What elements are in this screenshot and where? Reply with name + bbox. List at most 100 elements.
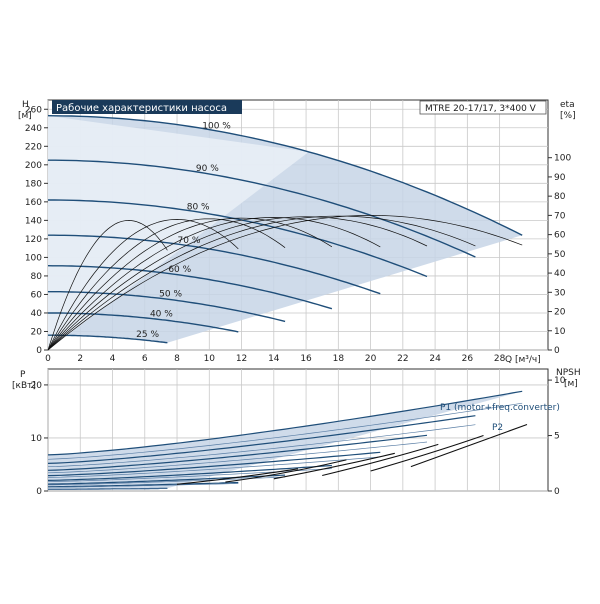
h-tick-label: 180	[25, 179, 42, 189]
q-tick-label: 26	[462, 354, 474, 364]
hq-curve	[48, 334, 168, 344]
h-tick-label: 240	[25, 124, 42, 134]
q-tick-label: 6	[142, 354, 148, 364]
hq-curve	[47, 265, 333, 310]
eta-curve	[47, 218, 286, 351]
npsh-curves	[176, 423, 528, 485]
eta-curve	[47, 219, 239, 351]
hq-curve	[48, 291, 286, 323]
model-box	[419, 100, 547, 115]
eta-curve	[47, 220, 168, 351]
npsh-tick-label: 10	[554, 376, 566, 386]
q-tick-label: 28	[494, 354, 506, 364]
lower-plot-area: 0 10 20 0 5 10	[31, 368, 566, 497]
h-tick-label: 260	[25, 105, 42, 115]
p2-curve	[48, 488, 168, 490]
npsh-curve	[410, 423, 528, 468]
q-tick-label: 10	[204, 354, 216, 364]
h-tick-label: 0	[36, 346, 42, 356]
h-tick-label: 60	[31, 290, 43, 300]
p-axis-label: P	[20, 370, 26, 380]
eta-tick-label: 50	[554, 250, 566, 260]
hq-curve	[48, 159, 476, 258]
eta-axis-unit: [%]	[560, 111, 576, 121]
npsh-curve	[225, 459, 347, 483]
efficiency-curves	[47, 215, 523, 351]
eta-axis-label: eta	[560, 100, 575, 110]
p-axis-unit: [кВт]	[12, 381, 36, 391]
speed-label: 60 %	[168, 265, 191, 275]
chart-title: Рабочие характеристики насоса	[56, 103, 227, 114]
speed-label: 100 %	[202, 121, 231, 131]
q-tick-label: 2	[77, 354, 83, 364]
q-tick-label: 14	[268, 354, 280, 364]
eta-curve	[47, 215, 476, 351]
p1-curve	[47, 390, 523, 456]
lower-axis-ticks: 0 10 20 0 5 10	[31, 376, 566, 497]
upper-axis-ticks: 0 2 4 6 8 10 12 14 16 18 20 22 24 26 28020406080100120…	[25, 105, 572, 364]
eta-curve	[47, 217, 333, 351]
eta-tick-label: 20	[554, 308, 566, 318]
eta-tick-label: 60	[554, 231, 566, 241]
hq-curve	[48, 234, 381, 295]
p1-curve	[47, 451, 381, 477]
speed-label: 70 %	[178, 236, 201, 246]
speed-label: 50 %	[159, 289, 182, 299]
speed-label: 25 %	[136, 330, 159, 340]
speed-labels: 100 % 90 % 80 % 70 % 60 % 50 % 40 % 25 %	[136, 121, 231, 340]
q-tick-label: 12	[236, 354, 247, 364]
p1-curve	[47, 474, 286, 485]
hq-curve	[47, 115, 523, 236]
npsh-curve	[273, 452, 395, 480]
power-range-area	[48, 391, 523, 490]
p1-curve	[47, 415, 476, 464]
eta-curve	[47, 216, 428, 351]
hq-curve	[48, 199, 428, 278]
q-tick-label: 20	[365, 354, 377, 364]
q-tick-label: 8	[174, 354, 180, 364]
h-tick-label: 20	[31, 327, 43, 337]
q-tick-label: 0	[45, 354, 51, 364]
model-label: MTRE 20-17/17, 3*400 V	[425, 104, 537, 114]
eta-curve	[47, 217, 381, 351]
h-tick-label: 220	[25, 142, 42, 152]
legend-p2: P2	[492, 423, 503, 433]
p2-curve	[47, 402, 523, 460]
h-axis-unit: [м]	[18, 111, 32, 121]
npsh-tick-label: 5	[554, 432, 560, 442]
eta-tick-label: 100	[554, 154, 571, 164]
p1-curve	[47, 464, 332, 481]
npsh-curve	[370, 434, 484, 472]
hq-curves	[47, 115, 523, 344]
title-bar	[52, 100, 242, 114]
power-range-fill	[48, 391, 523, 490]
h-axis-label: H	[22, 100, 29, 110]
eta-tick-label: 0	[554, 346, 560, 356]
p-tick-label: 0	[36, 487, 42, 497]
q-tick-label: 4	[110, 354, 116, 364]
p2-curve	[47, 483, 239, 488]
npsh-tick-label: 0	[554, 487, 560, 497]
upper-plot-area: 0 2 4 6 8 10 12 14 16 18 20 22 24 26 28020406080100120…	[25, 99, 572, 364]
q-axis-label: Q [м³/ч]	[505, 355, 541, 365]
eta-tick-label: 40	[554, 269, 566, 279]
q-tick-label: 16	[300, 354, 312, 364]
h-tick-label: 160	[25, 198, 42, 208]
eta-tick-label: 10	[554, 327, 566, 337]
hq-curve	[48, 312, 239, 333]
p-tick-label: 10	[31, 434, 43, 444]
legend-p1: P1 (motor+freq.converter)	[440, 403, 560, 413]
p2-curve	[47, 424, 476, 468]
npsh-axis-unit: [м]	[564, 379, 578, 389]
speed-label: 90 %	[196, 164, 219, 174]
p2-curve	[47, 456, 381, 478]
h-tick-label: 100	[25, 253, 42, 263]
eta-tick-label: 30	[554, 288, 566, 298]
speed-label: 40 %	[150, 309, 173, 319]
p1-curve	[47, 481, 239, 488]
eta-tick-label: 70	[554, 211, 566, 221]
p1-curve	[47, 434, 428, 471]
q-tick-label: 18	[333, 354, 345, 364]
